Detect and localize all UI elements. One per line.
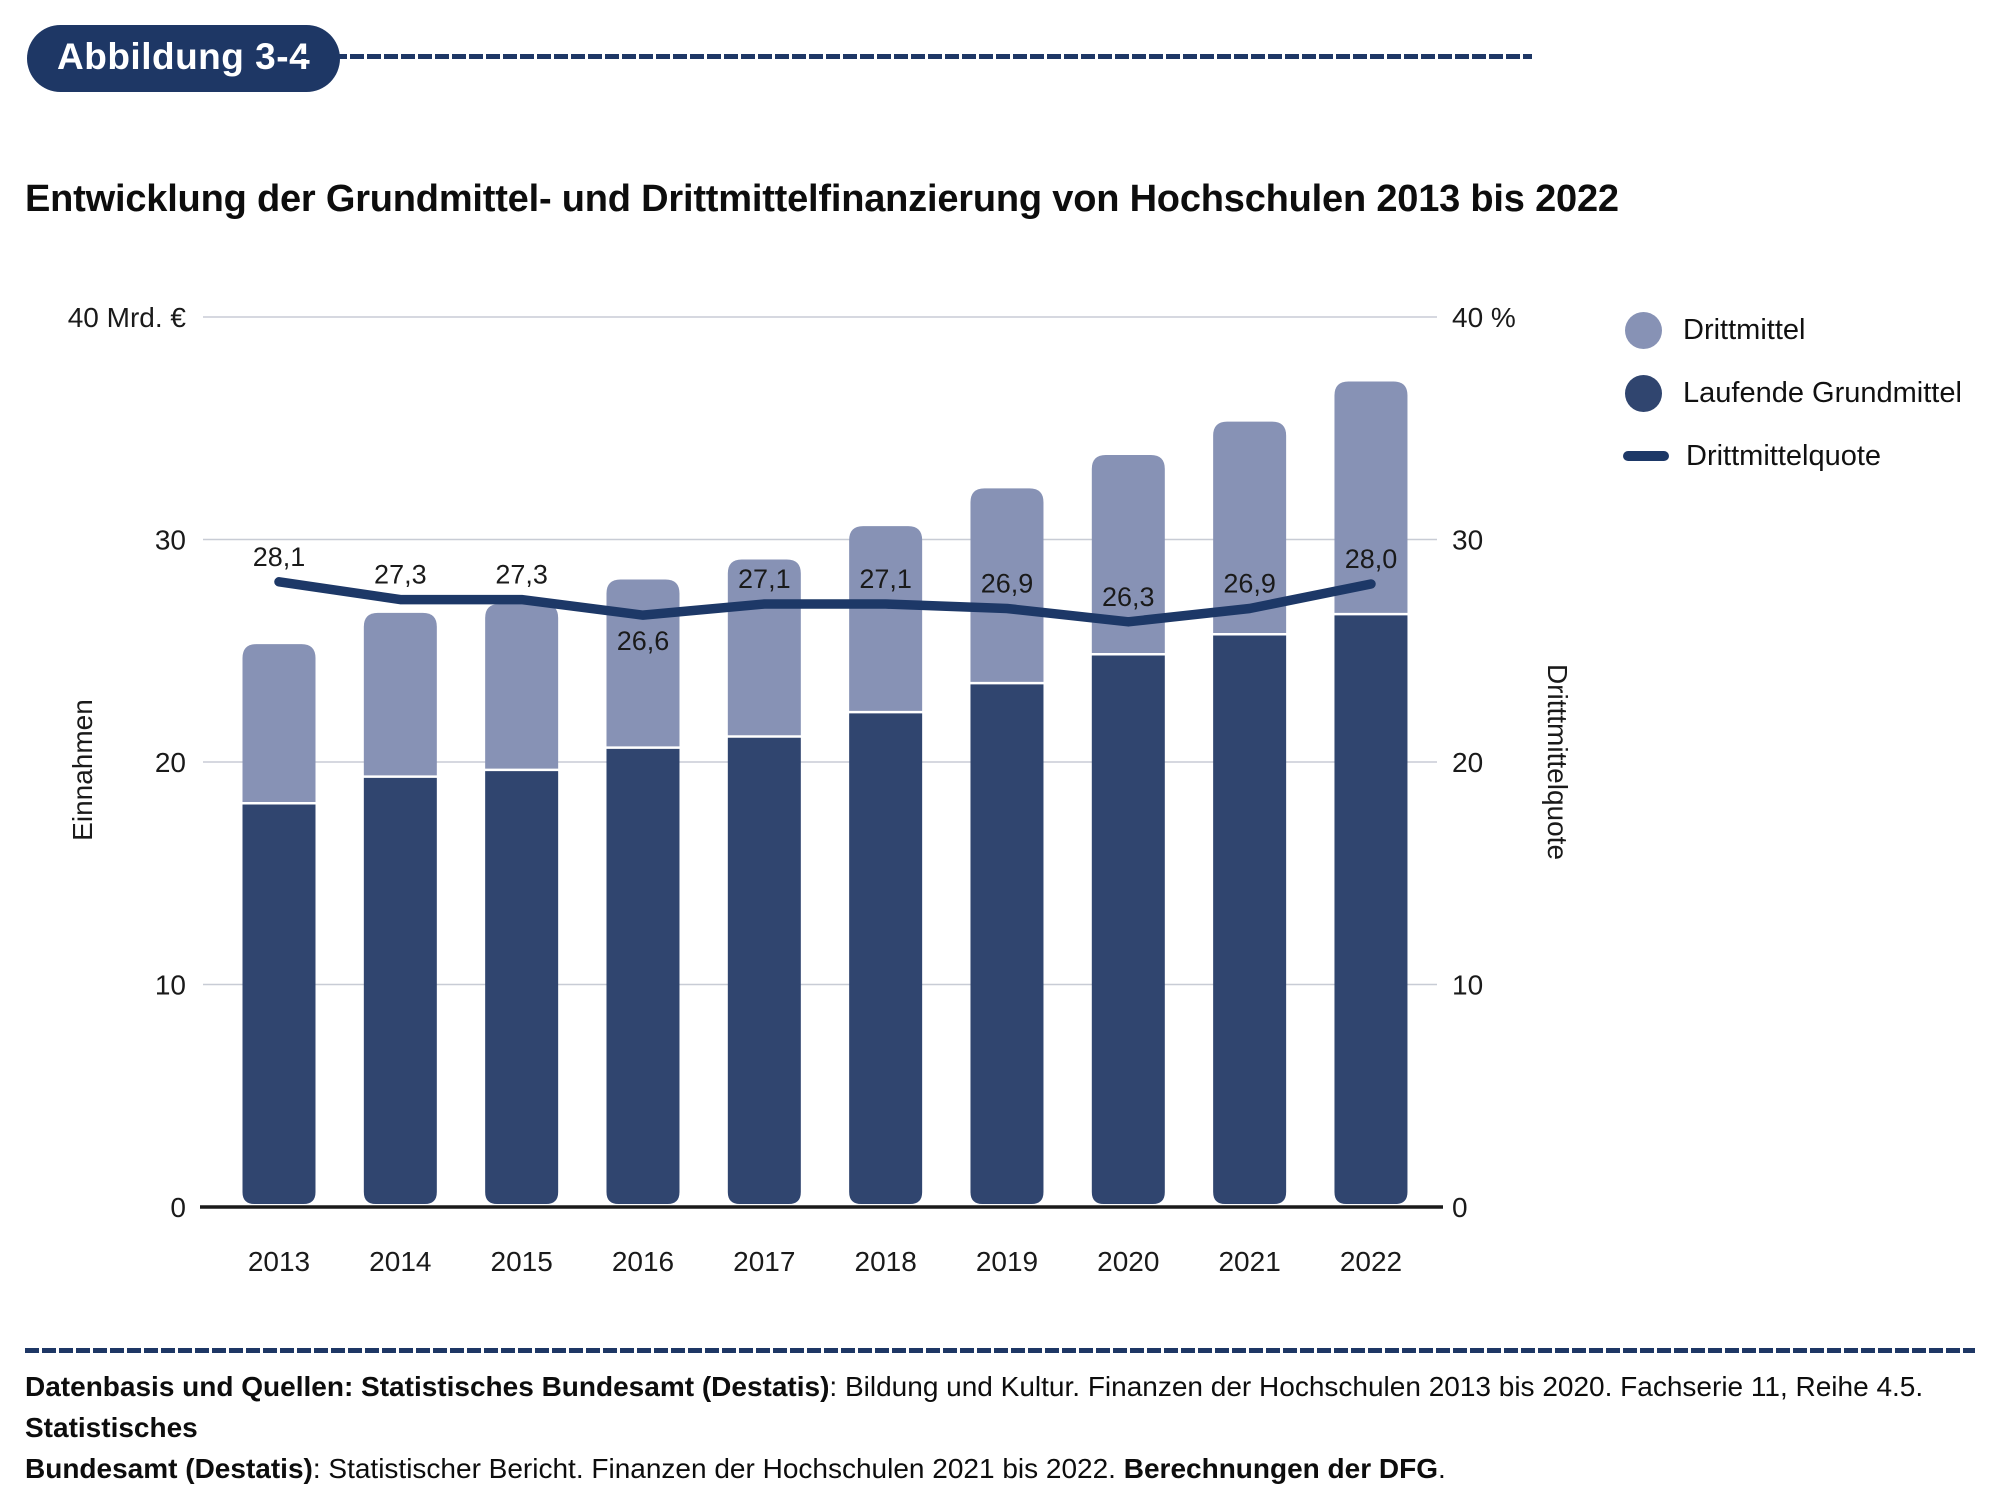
legend-label: Drittmittel: [1683, 313, 1806, 346]
bar-grundmittel-2017: [727, 737, 801, 1204]
bar-grundmittel-2022: [1334, 615, 1408, 1204]
legend-label: Drittmittelquote: [1686, 439, 1882, 472]
legend: Drittmittel Laufende Grundmittel Drittmi…: [1623, 310, 1962, 499]
drittmittel-swatch-icon: [1625, 311, 1662, 349]
quote-label-2013: 28,1: [253, 542, 306, 572]
quote-label-2019: 26,9: [981, 568, 1034, 598]
x-axis-label-2014: 2014: [369, 1246, 431, 1277]
legend-item-laufende-grundmittel: Laufende Grundmittel: [1625, 373, 1962, 413]
bar-drittmittel-2014: [363, 612, 437, 776]
left-axis-tick-0: 0: [170, 1192, 186, 1223]
bar-drittmittel-2013: [242, 644, 316, 803]
footer-line-1: Datenbasis und Quellen: Statistisches Bu…: [25, 1366, 1985, 1448]
bar-grundmittel-2016: [606, 748, 680, 1204]
bar-drittmittel-2018: [849, 526, 923, 711]
footer-segment: Berechnungen der DFG: [1123, 1453, 1439, 1484]
quote-label-2014: 27,3: [374, 560, 427, 590]
x-axis-label-2018: 2018: [855, 1246, 917, 1277]
quote-line-swatch-icon: [1623, 451, 1669, 461]
quote-label-2020: 26,3: [1102, 582, 1155, 612]
footer-divider-line: [25, 1348, 1975, 1353]
bar-grundmittel-2021: [1213, 635, 1287, 1204]
right-axis-tick-30: 30: [1452, 525, 1483, 556]
quote-label-2016: 26,6: [617, 626, 670, 656]
footer-segment: Statistisches: [25, 1412, 198, 1443]
quote-line: [274, 577, 1376, 627]
x-axis-label-2015: 2015: [491, 1246, 553, 1277]
bar-grundmittel-2020: [1091, 655, 1165, 1204]
bar-drittmittel-2016: [606, 579, 680, 747]
quote-label-2017: 27,1: [738, 564, 791, 594]
right-axis-top-label: 40 %: [1452, 302, 1516, 333]
footer-segment: : Bildung und Kultur. Finanzen der Hochs…: [829, 1371, 1924, 1402]
footer-segment: .: [1438, 1453, 1446, 1484]
left-axis-top-label: 40 Mrd. €: [68, 302, 187, 333]
bar-drittmittel-2020: [1091, 454, 1165, 653]
right-axis-tick-0: 0: [1452, 1192, 1468, 1223]
footer-segment: Bundesamt (Destatis): [25, 1453, 313, 1484]
left-axis-tick-10: 10: [155, 970, 186, 1001]
x-axis-label-2022: 2022: [1340, 1246, 1402, 1277]
bar-grundmittel-2014: [363, 777, 437, 1204]
bar-grundmittel-2018: [849, 713, 923, 1204]
footer-line-2: Bundesamt (Destatis): Statistischer Beri…: [25, 1448, 1985, 1489]
bar-grundmittel-2019: [970, 684, 1044, 1204]
x-axis-label-2020: 2020: [1097, 1246, 1159, 1277]
header-divider-line: [299, 54, 1532, 59]
bar-grundmittel-2013: [242, 804, 316, 1204]
bar-drittmittel-2022: [1334, 381, 1408, 613]
right-axis-tick-10: 10: [1452, 970, 1483, 1001]
chart-title: Entwicklung der Grundmittel- und Drittmi…: [25, 178, 1619, 220]
left-axis-tick-30: 30: [155, 525, 186, 556]
left-axis-tick-20: 20: [155, 747, 186, 778]
quote-label-2015: 27,3: [495, 560, 548, 590]
x-axis-label-2016: 2016: [612, 1246, 674, 1277]
bar-drittmittel-2021: [1213, 421, 1287, 633]
figure-label-badge: Abbildung 3-4: [27, 25, 341, 92]
x-axis-label-2013: 2013: [248, 1246, 310, 1277]
quote-label-2018: 27,1: [859, 564, 912, 594]
legend-item-drittmittelquote: Drittmittelquote: [1623, 436, 1962, 476]
footer-segment: Datenbasis und Quellen: Statistisches Bu…: [25, 1371, 830, 1402]
bar-grundmittel-2015: [485, 771, 559, 1204]
left-axis-title: Einnahmen: [67, 699, 98, 841]
legend-item-drittmittel: Drittmittel: [1625, 310, 1962, 350]
quote-label-2021: 26,9: [1223, 568, 1276, 598]
legend-label: Laufende Grundmittel: [1683, 376, 1962, 409]
grundmittel-swatch-icon: [1625, 374, 1662, 412]
bar-drittmittel-2015: [485, 604, 559, 769]
right-axis-tick-20: 20: [1452, 747, 1483, 778]
bar-drittmittel-2019: [970, 488, 1044, 682]
quote-label-2022: 28,0: [1345, 544, 1398, 574]
x-axis-label-2017: 2017: [733, 1246, 795, 1277]
footer-source-note: Datenbasis und Quellen: Statistisches Bu…: [25, 1366, 1985, 1489]
x-axis-label-2019: 2019: [976, 1246, 1038, 1277]
figure-label: Abbildung 3-4: [57, 35, 311, 77]
right-axis-title: Dritttmittelquote: [1542, 664, 1573, 860]
x-axis-label-2021: 2021: [1218, 1246, 1280, 1277]
footer-segment: : Statistischer Bericht. Finanzen der Ho…: [312, 1453, 1124, 1484]
